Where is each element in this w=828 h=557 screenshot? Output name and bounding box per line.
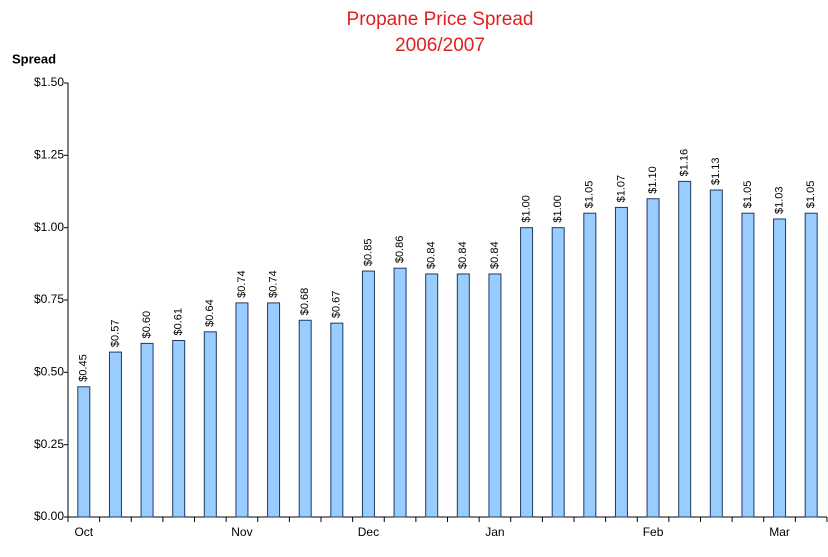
value-label: $0.86 bbox=[394, 236, 406, 264]
value-label: $1.05 bbox=[805, 181, 817, 209]
value-label: $1.07 bbox=[615, 175, 627, 203]
value-label: $0.68 bbox=[299, 288, 311, 316]
value-label: $0.60 bbox=[141, 311, 153, 339]
x-tick-label: Oct bbox=[74, 525, 93, 539]
y-tick-label: $0.25 bbox=[34, 437, 64, 451]
y-axis-label: Spread bbox=[12, 51, 56, 66]
x-tick-label: Nov bbox=[231, 525, 252, 539]
bar bbox=[77, 386, 91, 518]
chart-subtitle: 2006/2007 bbox=[395, 35, 485, 56]
value-label: $0.61 bbox=[173, 308, 185, 336]
y-tick-label: $1.50 bbox=[34, 75, 64, 89]
bar bbox=[203, 331, 217, 518]
bar bbox=[551, 227, 565, 518]
value-label: $1.00 bbox=[552, 195, 564, 223]
bar bbox=[140, 342, 154, 518]
value-label: $1.03 bbox=[773, 186, 785, 214]
bar bbox=[646, 198, 660, 518]
value-label: $0.45 bbox=[78, 354, 90, 382]
bar bbox=[488, 273, 502, 518]
value-label: $1.05 bbox=[742, 181, 754, 209]
bar bbox=[361, 270, 375, 518]
value-label: $1.00 bbox=[520, 195, 532, 223]
value-label: $0.74 bbox=[236, 270, 248, 298]
bar bbox=[108, 351, 122, 518]
chart-title: Propane Price Spread bbox=[347, 9, 534, 30]
bar bbox=[267, 302, 281, 518]
bar bbox=[425, 273, 439, 518]
x-tick-label: Feb bbox=[643, 525, 664, 539]
x-tick-label: Mar bbox=[769, 525, 790, 539]
bar bbox=[773, 218, 787, 518]
x-tick-label: Jan bbox=[485, 525, 504, 539]
bar bbox=[709, 189, 723, 518]
value-label: $0.64 bbox=[204, 299, 216, 327]
value-label: $0.84 bbox=[489, 241, 501, 269]
value-label: $0.84 bbox=[457, 241, 469, 269]
bar bbox=[741, 212, 755, 518]
bar bbox=[678, 180, 692, 518]
value-label: $1.13 bbox=[710, 158, 722, 186]
bar bbox=[804, 212, 818, 518]
bar bbox=[235, 302, 249, 518]
value-label: $1.10 bbox=[647, 166, 659, 194]
y-tick-label: $0.00 bbox=[34, 509, 64, 523]
bar bbox=[456, 273, 470, 518]
y-tick-label: $1.00 bbox=[34, 220, 64, 234]
value-label: $1.16 bbox=[679, 149, 691, 177]
value-label: $0.57 bbox=[109, 320, 121, 348]
x-tick-label: Dec bbox=[358, 525, 379, 539]
bar bbox=[393, 267, 407, 518]
y-tick-label: $0.75 bbox=[34, 292, 64, 306]
bar bbox=[614, 206, 628, 518]
value-label: $1.05 bbox=[584, 181, 596, 209]
bar bbox=[172, 340, 186, 518]
value-label: $0.85 bbox=[362, 239, 374, 267]
y-tick-label: $1.25 bbox=[34, 148, 64, 162]
bar bbox=[583, 212, 597, 518]
bar bbox=[520, 227, 534, 518]
value-label: $0.84 bbox=[426, 241, 438, 269]
bar bbox=[298, 319, 312, 518]
value-label: $0.67 bbox=[331, 291, 343, 319]
y-tick-label: $0.50 bbox=[34, 365, 64, 379]
value-label: $0.74 bbox=[267, 270, 279, 298]
bar bbox=[330, 322, 344, 518]
